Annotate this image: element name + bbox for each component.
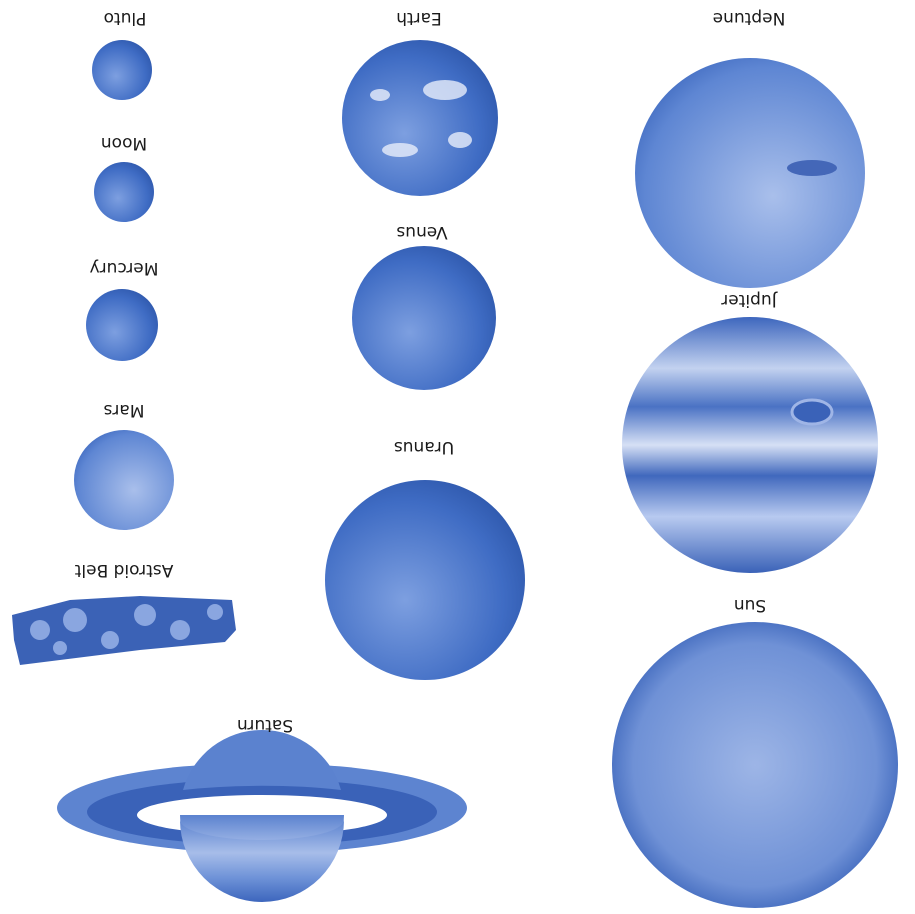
neptune xyxy=(635,58,865,288)
sun xyxy=(612,622,898,908)
moon xyxy=(94,162,154,222)
body-label: Mars xyxy=(103,400,144,420)
neptune-spot xyxy=(787,160,837,176)
body-label: Saturn xyxy=(237,715,293,735)
body-label: Moon xyxy=(101,133,147,153)
labels: Pluto Earth Neptune Moon Venus Mercury Jupiter… xyxy=(74,8,785,735)
body-label: Venus xyxy=(396,222,447,242)
body-label: Neptune xyxy=(713,8,786,28)
asteroids xyxy=(30,604,223,655)
earth xyxy=(342,40,498,196)
mars xyxy=(74,430,174,530)
venus xyxy=(352,246,496,390)
jupiter-spot xyxy=(790,398,834,426)
jupiter xyxy=(622,317,878,573)
body-label: Astroid Belt xyxy=(74,560,173,580)
saturn-body-upper xyxy=(183,729,341,790)
body-label: Mercury xyxy=(90,258,159,278)
uranus xyxy=(325,480,525,680)
body-label: Jupiter xyxy=(721,290,777,310)
pluto xyxy=(92,40,152,100)
earth-clouds xyxy=(370,80,472,157)
saturn-body xyxy=(180,820,344,902)
body-label: Uranus xyxy=(394,437,454,457)
body-label: Pluto xyxy=(104,8,147,28)
body-label: Sun xyxy=(734,595,766,615)
mercury xyxy=(86,289,158,361)
body-label: Earth xyxy=(396,8,442,28)
